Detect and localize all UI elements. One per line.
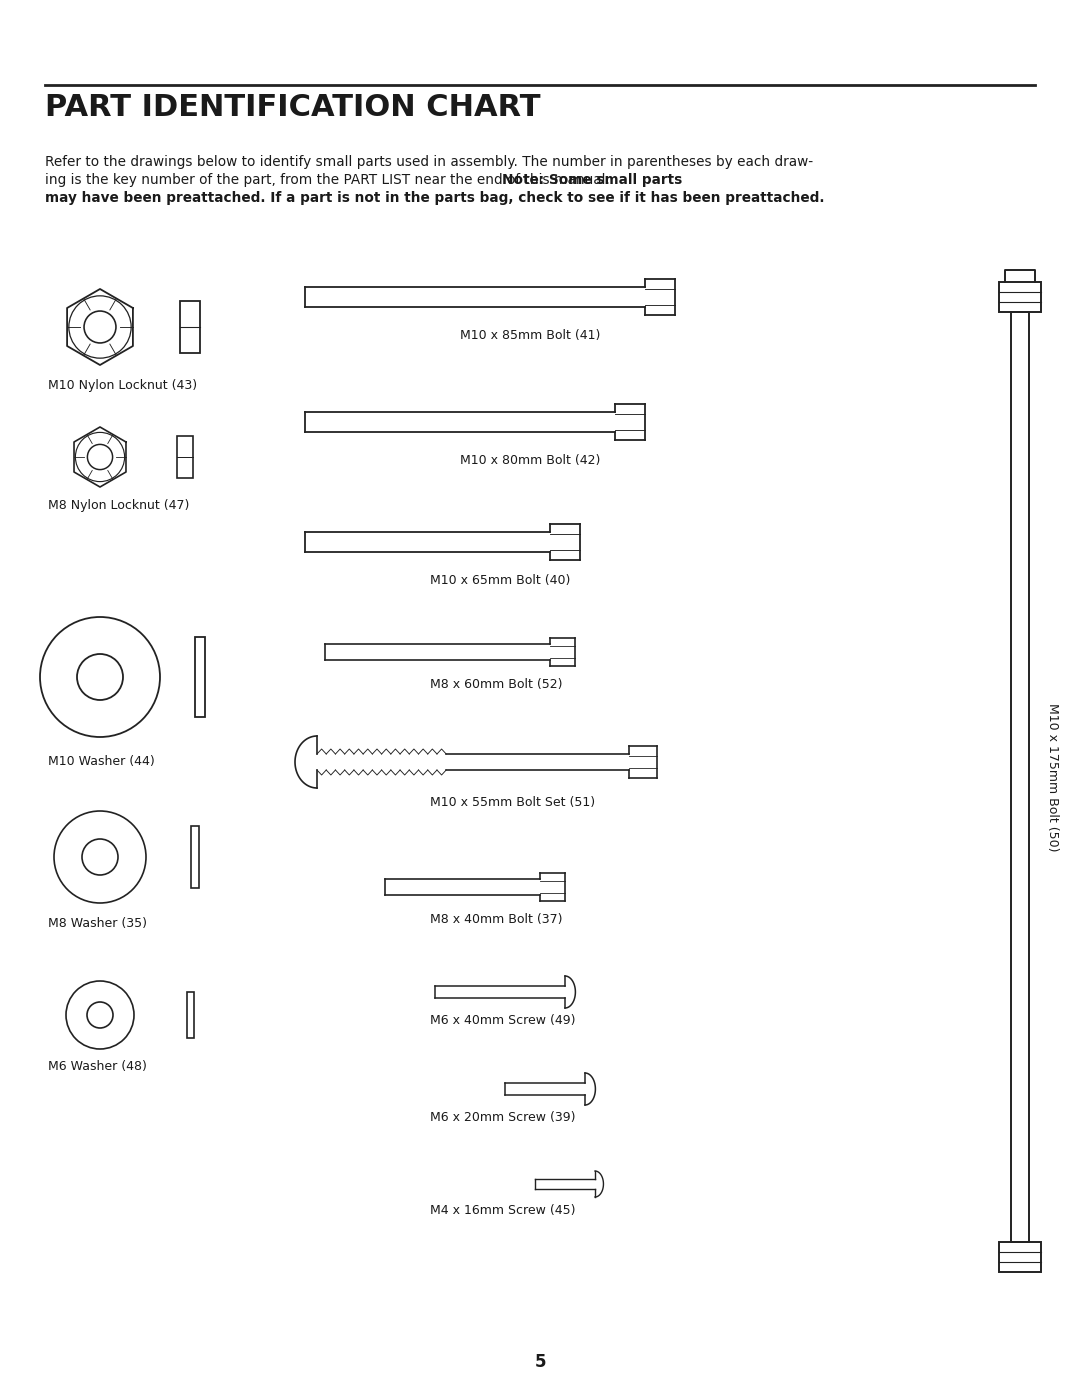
Bar bbox=[195, 637, 205, 717]
Bar bbox=[999, 1242, 1041, 1273]
Text: M6 x 40mm Screw (49): M6 x 40mm Screw (49) bbox=[430, 1014, 576, 1027]
Text: 5: 5 bbox=[535, 1354, 545, 1370]
Bar bbox=[187, 992, 193, 1038]
Text: PART IDENTIFICATION CHART: PART IDENTIFICATION CHART bbox=[45, 94, 540, 122]
Bar bbox=[999, 282, 1041, 312]
Bar bbox=[1011, 312, 1029, 1242]
Text: M10 x 55mm Bolt Set (51): M10 x 55mm Bolt Set (51) bbox=[430, 796, 595, 809]
Text: M8 Washer (35): M8 Washer (35) bbox=[48, 916, 147, 930]
Text: Refer to the drawings below to identify small parts used in assembly. The number: Refer to the drawings below to identify … bbox=[45, 155, 813, 169]
Bar bbox=[177, 436, 193, 478]
Text: M10 x 85mm Bolt (41): M10 x 85mm Bolt (41) bbox=[460, 330, 600, 342]
Text: M6 Washer (48): M6 Washer (48) bbox=[48, 1060, 147, 1073]
Text: may have been preattached. If a part is not in the parts bag, check to see if it: may have been preattached. If a part is … bbox=[45, 191, 824, 205]
Text: Note: Some small parts: Note: Some small parts bbox=[501, 173, 681, 187]
Text: M10 Washer (44): M10 Washer (44) bbox=[48, 754, 154, 768]
Text: M10 x 80mm Bolt (42): M10 x 80mm Bolt (42) bbox=[460, 454, 600, 467]
Text: M6 x 20mm Screw (39): M6 x 20mm Screw (39) bbox=[430, 1111, 576, 1125]
Text: ing is the key number of the part, from the PART LIST near the end of this manua: ing is the key number of the part, from … bbox=[45, 173, 615, 187]
Bar bbox=[180, 300, 200, 353]
Text: M10 Nylon Locknut (43): M10 Nylon Locknut (43) bbox=[48, 379, 198, 393]
Text: M8 Nylon Locknut (47): M8 Nylon Locknut (47) bbox=[48, 499, 189, 511]
Text: M4 x 16mm Screw (45): M4 x 16mm Screw (45) bbox=[430, 1204, 576, 1217]
Text: M10 x 175mm Bolt (50): M10 x 175mm Bolt (50) bbox=[1047, 703, 1059, 851]
Text: M8 x 40mm Bolt (37): M8 x 40mm Bolt (37) bbox=[430, 914, 563, 926]
Text: M10 x 65mm Bolt (40): M10 x 65mm Bolt (40) bbox=[430, 574, 570, 587]
Text: M8 x 60mm Bolt (52): M8 x 60mm Bolt (52) bbox=[430, 678, 563, 692]
Bar bbox=[191, 826, 199, 888]
